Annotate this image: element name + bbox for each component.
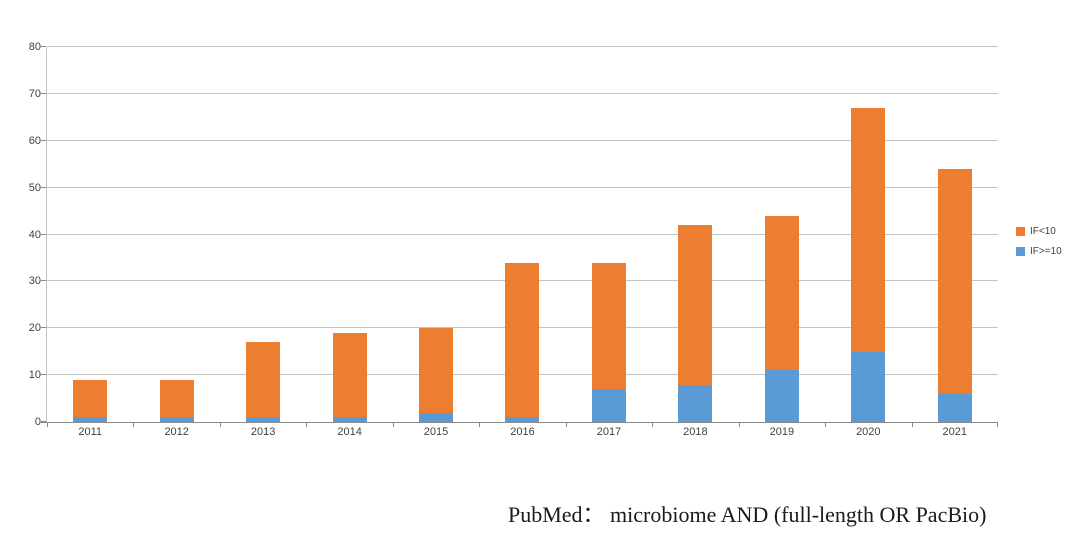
y-axis-tick-label: 60 [28,134,41,147]
bar-2016 [479,262,565,422]
bar-2019 [739,215,825,422]
x-tick [392,423,394,427]
bar-segment-2021 [937,393,972,422]
y-tick [41,327,46,329]
bar-2017 [566,262,652,422]
x-axis-tick-label: 2021 [942,426,967,438]
bar-segment-2015 [419,328,454,413]
bar-segment-2011 [73,417,108,422]
legend-label: IF<10 [1030,226,1056,237]
y-tick [41,374,46,376]
legend-swatch-icon [1016,247,1025,256]
bar-segment-2018 [678,225,713,385]
x-axis-tick-label: 2017 [596,426,622,438]
y-axis-tick-label: 50 [28,181,41,194]
gridline [47,46,998,47]
bar-segment-2019 [764,370,799,422]
bar-segment-2014 [332,417,367,422]
gridline [47,233,998,235]
bar-2018 [652,225,738,422]
x-tick [565,423,567,427]
bar-2011 [47,379,133,422]
bar-segment-2016 [505,262,540,418]
legend-label: IF>=10 [1030,246,1062,257]
bar-segment-2021 [937,168,972,394]
x-axis-tick-label: 2014 [337,426,362,438]
bar-segment-2015 [419,412,454,422]
gridline [47,92,998,94]
bar-2014 [306,332,392,422]
x-axis-tick-label: 2013 [250,426,276,438]
x-tick [652,423,654,427]
bar-segment-2020 [851,107,886,352]
x-axis-tick-label: 2015 [423,426,449,438]
y-tick [41,421,46,422]
bar-segment-2016 [505,417,540,422]
y-axis-tick-label: 20 [28,322,41,335]
x-tick [219,423,221,427]
bar-2015 [393,328,479,422]
x-tick [825,423,827,427]
chart-caption: PubMed： microbiome AND (full-length OR P… [508,502,987,527]
y-tick [41,280,46,282]
bar-2021 [912,168,998,422]
y-axis-line [46,47,47,422]
bar-segment-2017 [591,262,626,390]
bar-2013 [220,342,306,422]
bar-segment-2018 [678,384,713,422]
bar-segment-2014 [332,332,367,418]
x-tick [997,423,998,427]
y-tick [41,92,46,94]
y-axis-tick-label: 0 [34,416,41,428]
x-axis-tick-label: 2019 [769,426,795,438]
y-axis-tick-label: 10 [28,369,41,382]
y-axis-tick-label: 80 [28,41,41,53]
bar-segment-2011 [73,379,108,418]
legend-item: IF<10 [1016,226,1062,237]
x-tick [47,423,48,427]
x-tick [911,423,913,427]
y-axis-tick-label: 70 [28,87,41,100]
x-tick [738,423,740,427]
y-axis-tick-label: 30 [28,275,41,288]
x-tick [479,423,481,427]
legend-swatch-icon [1016,227,1025,236]
x-axis-tick-label: 2020 [856,426,881,438]
bar-segment-2019 [764,215,799,371]
bar-segment-2017 [591,389,626,422]
bar-2020 [825,107,911,422]
x-tick [306,423,308,427]
y-tick [41,139,46,141]
x-axis-tick-label: 2012 [164,426,189,438]
x-axis-tick-label: 2016 [510,426,535,438]
plot-area: 0 10 20 30 40 50 60 70 80 2011 2012 2013 2014 2015 20… [29,41,998,438]
y-tick [41,233,46,235]
x-axis-line [41,422,998,423]
bar-segment-2013 [246,342,281,418]
y-axis-tick-label: 40 [28,228,41,241]
bar-2012 [133,379,219,422]
legend: IF<10 IF>=10 [1016,226,1062,257]
x-tick [133,423,135,427]
bar-segment-2012 [159,379,194,418]
bar-segment-2020 [851,351,886,422]
gridline [47,186,998,188]
stacked-bar-chart: 0 10 20 30 40 50 60 70 80 2011 2012 2013 2014 2015 20… [29,41,1062,438]
bar-segment-2012 [159,417,194,422]
gridline [47,139,998,141]
x-axis-tick-label: 2018 [683,426,708,438]
bar-segment-2013 [246,417,281,422]
y-tick [41,186,46,188]
y-tick [41,46,46,47]
x-axis-tick-label: 2011 [78,426,103,438]
legend-item: IF>=10 [1016,246,1062,257]
